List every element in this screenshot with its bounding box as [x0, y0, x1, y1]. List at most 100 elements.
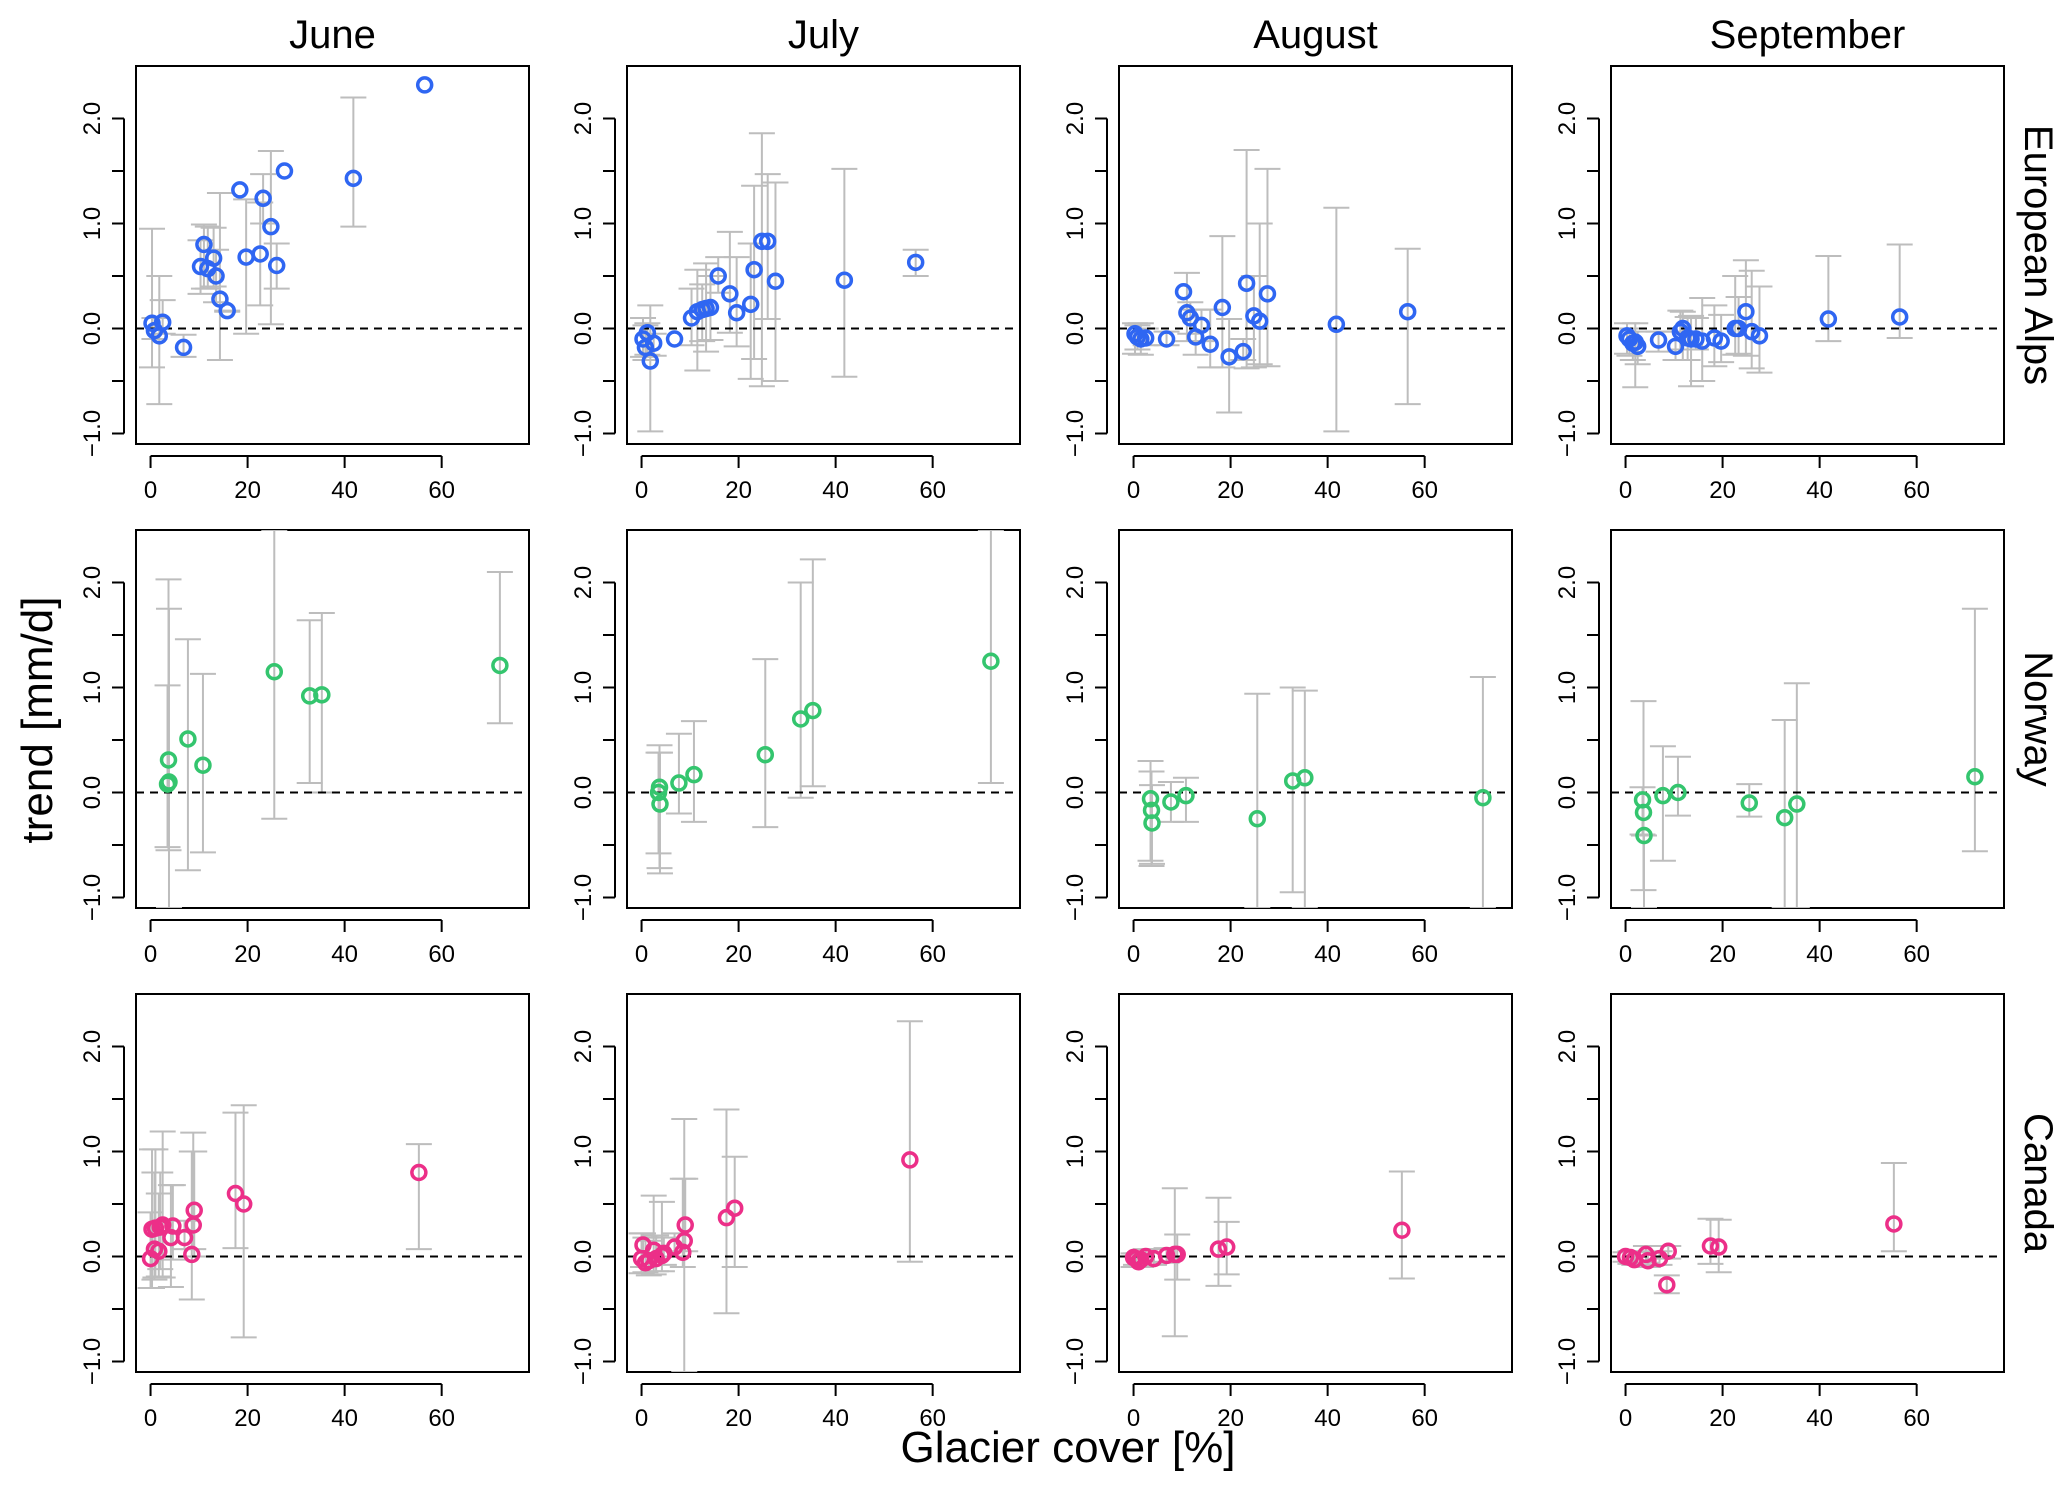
column-title-september: September [1710, 13, 1906, 57]
data-point [1209, 1240, 1228, 1258]
row-label-canada: Canada [2016, 1113, 2060, 1254]
data-point [1634, 803, 1653, 822]
plot-area [1119, 676, 1512, 908]
data-point [1177, 786, 1195, 805]
data-point [1217, 1238, 1236, 1256]
x-tick-label: 20 [1709, 1405, 1736, 1432]
y-tick-label: 0.0 [570, 1240, 597, 1273]
data-point [226, 1184, 245, 1203]
plot-frame [1118, 529, 1513, 909]
data-point [835, 271, 854, 289]
data-point [300, 687, 319, 705]
data-point [709, 267, 727, 285]
data-point [195, 235, 213, 254]
y-tick-label: 1.0 [79, 207, 106, 240]
x-tick-label: 60 [1411, 477, 1438, 504]
x-tick-label: 0 [1127, 477, 1140, 504]
x-tick-label: 40 [1314, 941, 1341, 968]
data-point [153, 1216, 172, 1234]
y-tick-label: 2.0 [570, 566, 597, 599]
y-tick-label: 1.0 [1554, 1135, 1581, 1168]
data-point [906, 253, 925, 272]
data-point [194, 756, 212, 774]
y-tick-label: 1.0 [570, 671, 597, 704]
data-point [804, 701, 822, 720]
plot-frame [626, 529, 1021, 909]
x-tick-label: 20 [234, 1405, 261, 1432]
x-tick-label: 0 [144, 941, 157, 968]
data-point [1192, 316, 1211, 335]
error-bar [748, 132, 775, 388]
error-bar [263, 242, 290, 290]
y-tick-label: 1.0 [1062, 671, 1089, 704]
plot-area [1611, 243, 2004, 389]
y-tick-label: 1.0 [570, 1135, 597, 1168]
y-tick-label: −1.0 [79, 410, 106, 457]
y-tick-label: −1.0 [570, 410, 597, 457]
x-tick-label: 40 [1314, 1405, 1341, 1432]
row-label-european-alps: European Alps [2016, 125, 2060, 385]
data-point [153, 313, 172, 331]
y-tick-label: −1.0 [1554, 874, 1581, 921]
error-bar [1138, 784, 1165, 865]
data-point [1250, 312, 1269, 330]
y-tick-label: 1.0 [1062, 207, 1089, 240]
x-tick-label: 20 [1217, 941, 1244, 968]
data-point [1168, 1245, 1186, 1264]
data-point [650, 778, 669, 796]
y-tick-label: 2.0 [79, 1030, 106, 1063]
data-point [1248, 810, 1267, 828]
column-title-august: August [1253, 13, 1378, 57]
data-point [651, 795, 669, 813]
y-tick-label: 0.0 [1062, 1240, 1089, 1273]
x-tick-label: 40 [822, 477, 849, 504]
data-point [753, 232, 771, 251]
data-point [185, 1201, 203, 1220]
data-point [1639, 1251, 1657, 1270]
x-tick-label: 0 [1127, 1405, 1140, 1432]
data-point [1393, 1221, 1411, 1239]
data-point [1201, 335, 1219, 353]
data-point [1750, 327, 1769, 345]
error-bar [1394, 247, 1421, 406]
error-bar [1216, 318, 1243, 414]
data-point [415, 76, 434, 94]
x-tick-label: 40 [1806, 1405, 1833, 1432]
data-point [410, 1163, 428, 1182]
error-bar [200, 226, 227, 288]
error-bar [723, 256, 750, 348]
x-tick-label: 20 [1217, 1405, 1244, 1432]
x-tick-label: 60 [1903, 477, 1930, 504]
error-bar [1233, 149, 1260, 370]
plot-area [136, 1104, 529, 1339]
plot-frame [1610, 993, 2005, 1373]
data-point [1712, 332, 1730, 350]
x-tick-label: 40 [331, 477, 358, 504]
error-bar [174, 638, 201, 872]
data-point [1649, 331, 1668, 349]
x-tick-label: 0 [635, 477, 648, 504]
y-tick-label: 0.0 [79, 776, 106, 809]
error-bar [233, 198, 260, 335]
y-tick-label: 2.0 [1062, 102, 1089, 135]
y-tick-label: 1.0 [1554, 207, 1581, 240]
error-bar [799, 558, 826, 788]
error-bar [741, 184, 768, 360]
data-point [1157, 1246, 1176, 1265]
y-tick-label: −1.0 [1554, 410, 1581, 457]
data-point [1213, 298, 1232, 317]
x-tick-label: 60 [1903, 941, 1930, 968]
data-point [1141, 790, 1160, 808]
panels: −1.0 0.0 1.0 2.0 0 20 40 60 −1.0 0.0 1.0 2.0 0 20 40 60… [79, 65, 2005, 1432]
y-tick-label: 1.0 [570, 207, 597, 240]
plot-frame [135, 993, 530, 1373]
row-label-norway: Norway [2016, 651, 2060, 787]
data-point [1701, 1237, 1720, 1255]
x-tick-label: 20 [1217, 477, 1244, 504]
x-tick-label: 40 [822, 1405, 849, 1432]
data-point [150, 1242, 168, 1260]
x-tick-label: 20 [234, 477, 261, 504]
error-bar [1279, 686, 1306, 894]
error-bar [139, 227, 166, 369]
y-tick-label: −1.0 [1554, 1338, 1581, 1385]
